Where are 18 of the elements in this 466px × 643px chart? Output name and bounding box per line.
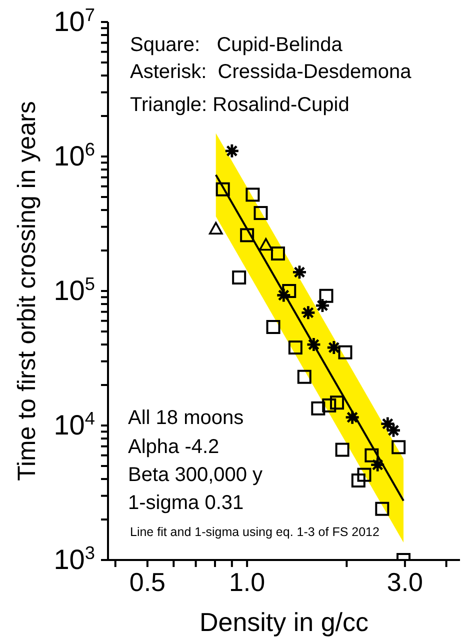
annotation: Square: Cupid-Belinda — [130, 34, 342, 56]
x-axis-title: Density in g/cc — [199, 607, 369, 637]
annotation: Asterisk: Cressida-Desdemona — [130, 61, 412, 83]
x-tick-label: 1.0 — [228, 567, 266, 597]
y-tick-label: 10$^{4}$ — [54, 408, 95, 440]
annotation: Alpha -4.2 — [128, 436, 220, 458]
x-tick-label: 3.0 — [386, 567, 424, 597]
x-tick-label: 0.5 — [129, 567, 166, 597]
annotation: Triangle: Rosalind-Cupid — [130, 94, 350, 116]
annotation: Beta 300,000 y — [128, 464, 263, 486]
y-axis-title: Time to first orbit crossing in years — [12, 101, 41, 481]
annotation: Line fit and 1-sigma using eq. 1-3 of FS 2012 — [130, 525, 380, 540]
annotation: All 18 moons — [128, 407, 244, 429]
y-tick-label: 10$^{3}$ — [54, 543, 95, 575]
y-tick-label: 10$^{6}$ — [54, 140, 95, 172]
y-tick-label: 10$^{7}$ — [54, 5, 95, 37]
y-tick-label: 10$^{5}$ — [54, 274, 95, 306]
annotation: 1-sigma 0.31 — [128, 492, 244, 514]
